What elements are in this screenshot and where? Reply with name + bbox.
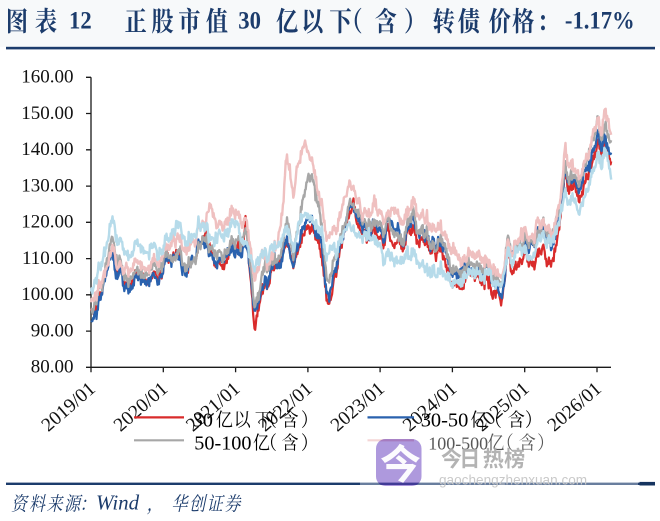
svg-text:2019/01: 2019/01	[38, 378, 100, 436]
svg-text:50-100: 50-100	[194, 432, 251, 454]
svg-text:140.00: 140.00	[21, 139, 73, 160]
svg-text:gaochengzhenxuan.com: gaochengzhenxuan.com	[439, 473, 587, 488]
svg-text:150.00: 150.00	[21, 103, 73, 124]
svg-text:Wind: Wind	[96, 491, 140, 515]
svg-text:30: 30	[193, 409, 213, 431]
svg-text:160.00: 160.00	[21, 67, 73, 88]
svg-text:2020/01: 2020/01	[110, 378, 172, 436]
svg-text:120.00: 120.00	[21, 212, 73, 233]
svg-text:2026/01: 2026/01	[544, 378, 606, 436]
svg-text:100-500: 100-500	[428, 433, 488, 453]
svg-text:130.00: 130.00	[21, 175, 73, 196]
svg-text:-1.17%: -1.17%	[565, 6, 635, 35]
svg-text:30: 30	[238, 6, 261, 35]
svg-text:90.00: 90.00	[31, 320, 74, 341]
svg-text:30-50: 30-50	[421, 409, 469, 431]
svg-text:80.00: 80.00	[31, 357, 74, 378]
svg-text:12: 12	[69, 6, 92, 35]
svg-text:2023/01: 2023/01	[327, 378, 389, 436]
svg-text:110.00: 110.00	[22, 248, 74, 269]
svg-text:100.00: 100.00	[21, 284, 73, 305]
svg-text:2025/01: 2025/01	[471, 378, 533, 436]
